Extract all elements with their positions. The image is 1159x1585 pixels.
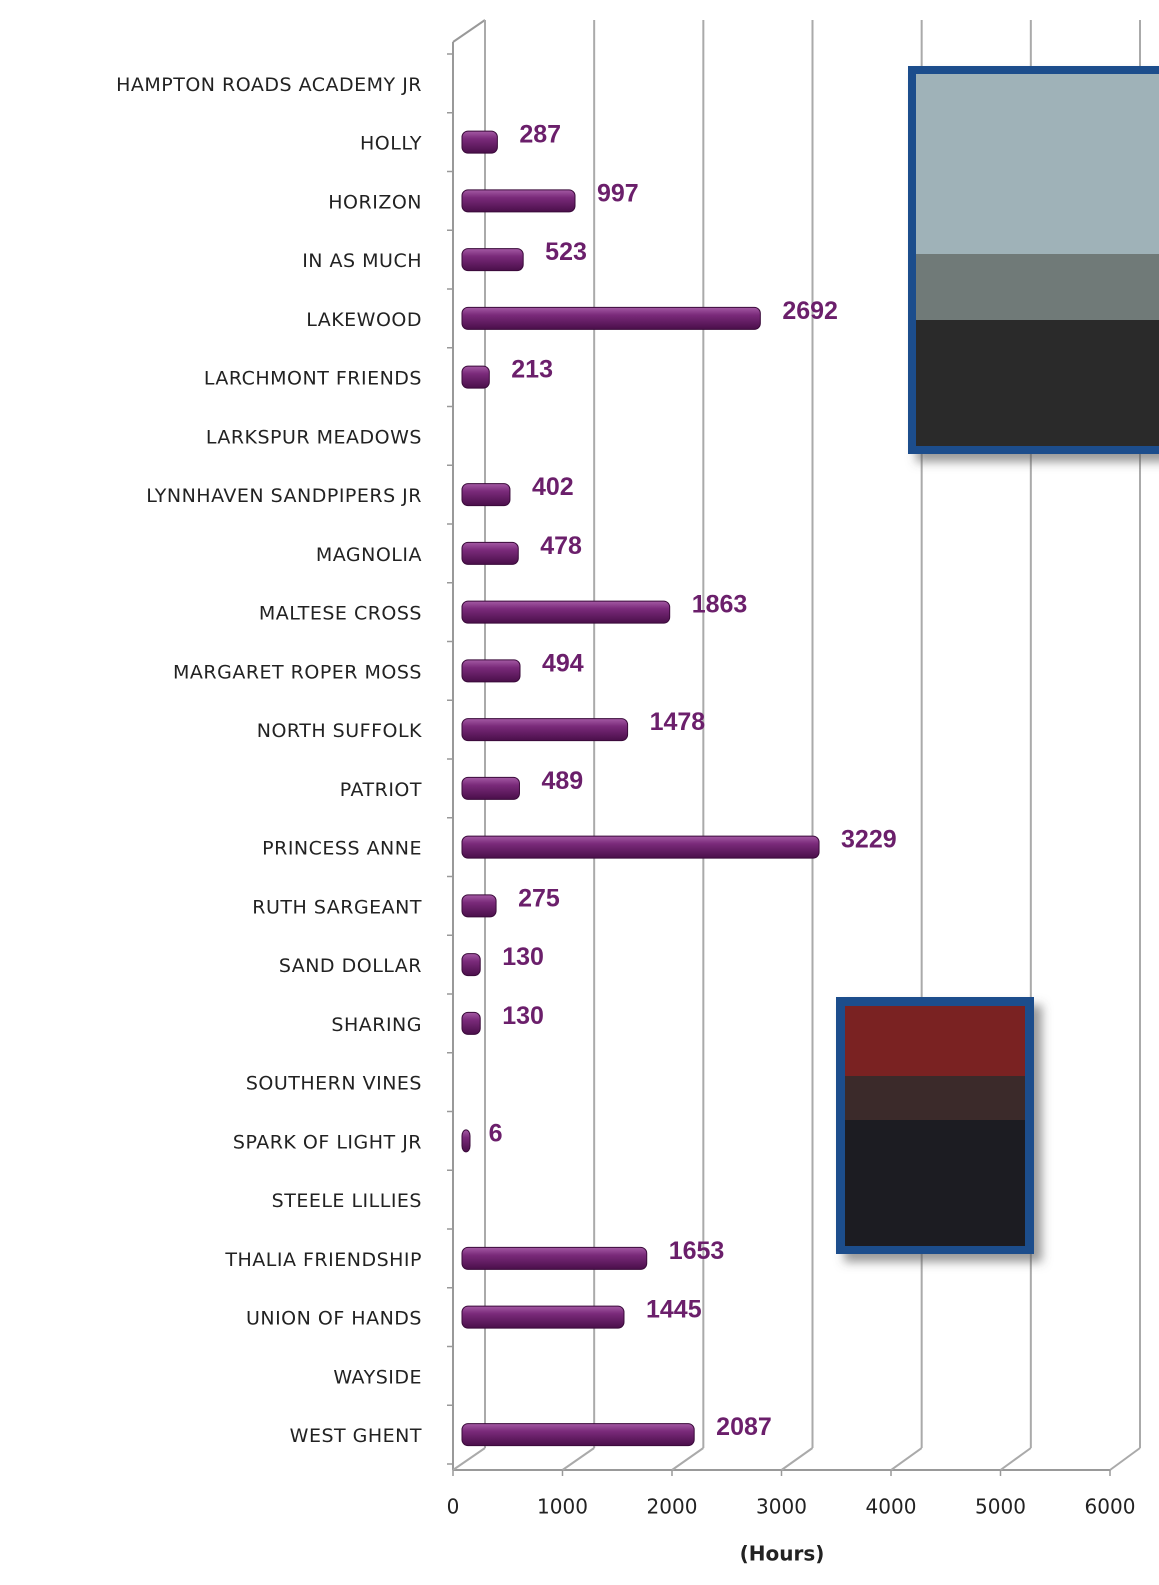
value-label: 402 [532,473,574,501]
category-label: MAGNOLIA [316,544,422,566]
bar [462,1130,470,1152]
value-label: 275 [518,884,560,912]
bar [462,836,819,858]
grid-line [563,1448,595,1470]
value-label: 6 [489,1119,503,1147]
bar [462,542,518,564]
value-label: 130 [502,943,544,971]
x-tick-label: 1000 [537,1495,588,1519]
value-label: 1863 [692,591,748,619]
category-label: WAYSIDE [333,1366,422,1388]
category-label: HAMPTON ROADS ACADEMY JR [116,74,422,96]
value-label: 523 [545,238,587,266]
value-label: 1478 [650,708,706,736]
value-label: 130 [502,1002,544,1030]
value-label: 2087 [716,1413,772,1441]
bar [462,777,519,799]
bar [462,719,628,741]
value-label: 997 [597,179,639,207]
category-label: IN AS MUCH [302,250,422,272]
value-label: 494 [542,649,584,677]
grid-line [891,1448,922,1470]
bar [462,1306,624,1328]
category-label: SAND DOLLAR [279,955,422,977]
category-label: SHARING [331,1014,422,1036]
category-label: WEST GHENT [290,1425,422,1447]
value-label: 1445 [646,1296,702,1324]
category-label: MARGARET ROPER MOSS [173,661,422,683]
category-label: PRINCESS ANNE [262,838,422,860]
category-label: UNION OF HANDS [246,1308,422,1330]
category-label: LARCHMONT FRIENDS [204,368,422,390]
x-tick-label: 0 [447,1495,460,1519]
photo [836,997,1034,1254]
bar [462,601,670,623]
bar [462,1424,694,1446]
value-label: 287 [519,121,561,149]
category-label: STEELE LILLIES [272,1190,422,1212]
value-label: 478 [540,532,582,560]
x-tick-label: 2000 [647,1495,698,1519]
chart: 0 1000 2000 3000 4000 5000 6000 HAMPTON ROADS … [0,0,1159,1585]
category-label: SPARK OF LIGHT JR [233,1131,422,1153]
category-label: HORIZON [328,191,422,213]
category-label: HOLLY [360,133,422,155]
value-label: 3229 [841,826,897,854]
bar [462,307,760,329]
category-label: NORTH SUFFOLK [257,720,422,742]
value-label: 1653 [669,1237,725,1265]
bar [462,190,575,212]
value-label: 489 [541,767,583,795]
value-label: 2692 [782,297,838,325]
bar [462,660,520,682]
grid-line [672,1448,703,1470]
axis-line [453,20,485,42]
bar [462,484,510,506]
bars: HAMPTON ROADS ACADEMY JR HOLLY 287 HORIZON 9… [116,74,897,1447]
photo [908,66,1159,454]
x-tick-label: 4000 [866,1495,917,1519]
category-label: LYNNHAVEN SANDPIPERS JR [146,485,422,507]
bar [462,366,489,388]
grid-line [782,1448,813,1470]
category-label: LAKEWOOD [306,309,422,331]
grid-line [1001,1448,1031,1470]
bar [462,1247,647,1269]
category-label: THALIA FRIENDSHIP [224,1249,422,1271]
bar [462,1012,480,1034]
bar [462,131,497,153]
x-axis-label: (Hours) [740,1542,825,1566]
bar [462,249,523,271]
page: {"chart_data": {"type": "bar", "orientat… [0,0,1159,1585]
value-label: 213 [511,356,553,384]
category-label: LARKSPUR MEADOWS [206,426,422,448]
category-label: SOUTHERN VINES [246,1073,422,1095]
bar [462,895,496,917]
grid-line [453,1448,485,1470]
x-tick-label: 3000 [756,1495,807,1519]
category-label: RUTH SARGEANT [252,896,422,918]
x-tick-label: 6000 [1085,1495,1136,1519]
bar [462,954,480,976]
x-tick-label: 5000 [975,1495,1026,1519]
grid-line [1110,1448,1140,1470]
category-label: PATRIOT [340,779,422,801]
category-label: MALTESE CROSS [259,603,422,625]
